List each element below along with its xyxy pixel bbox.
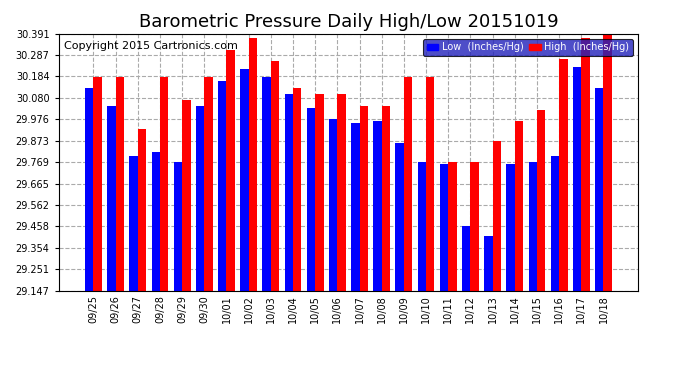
Bar [129,156,138,291]
Bar [351,123,359,291]
Bar [581,38,590,291]
Bar [426,77,435,291]
Bar [537,110,545,291]
Bar [204,77,213,291]
Bar [484,236,493,291]
Bar [240,69,248,291]
Bar [373,121,382,291]
Bar [471,162,479,291]
Bar [307,108,315,291]
Bar [226,51,235,291]
Bar [218,81,226,291]
Bar [595,88,604,291]
Bar [107,106,116,291]
Bar [417,162,426,291]
Bar [573,67,581,291]
Bar [284,94,293,291]
Bar [248,38,257,291]
Bar [293,88,302,291]
Bar [116,77,124,291]
Title: Barometric Pressure Daily High/Low 20151019: Barometric Pressure Daily High/Low 20151… [139,13,558,31]
Bar [262,77,271,291]
Bar [515,121,523,291]
Bar [152,152,160,291]
Bar [329,118,337,291]
Bar [440,164,449,291]
Bar [93,77,102,291]
Bar [395,143,404,291]
Bar [382,106,390,291]
Bar [359,106,368,291]
Bar [85,88,93,291]
Bar [448,162,457,291]
Bar [315,94,324,291]
Bar [271,61,279,291]
Bar [138,129,146,291]
Bar [462,226,471,291]
Bar [493,141,501,291]
Bar [506,164,515,291]
Bar [529,162,537,291]
Bar [196,106,204,291]
Text: Copyright 2015 Cartronics.com: Copyright 2015 Cartronics.com [64,42,238,51]
Bar [604,34,612,291]
Bar [337,94,346,291]
Bar [174,162,182,291]
Bar [160,77,168,291]
Bar [182,100,190,291]
Bar [559,59,568,291]
Bar [551,156,559,291]
Legend: Low  (Inches/Hg), High  (Inches/Hg): Low (Inches/Hg), High (Inches/Hg) [423,39,633,56]
Bar [404,77,413,291]
